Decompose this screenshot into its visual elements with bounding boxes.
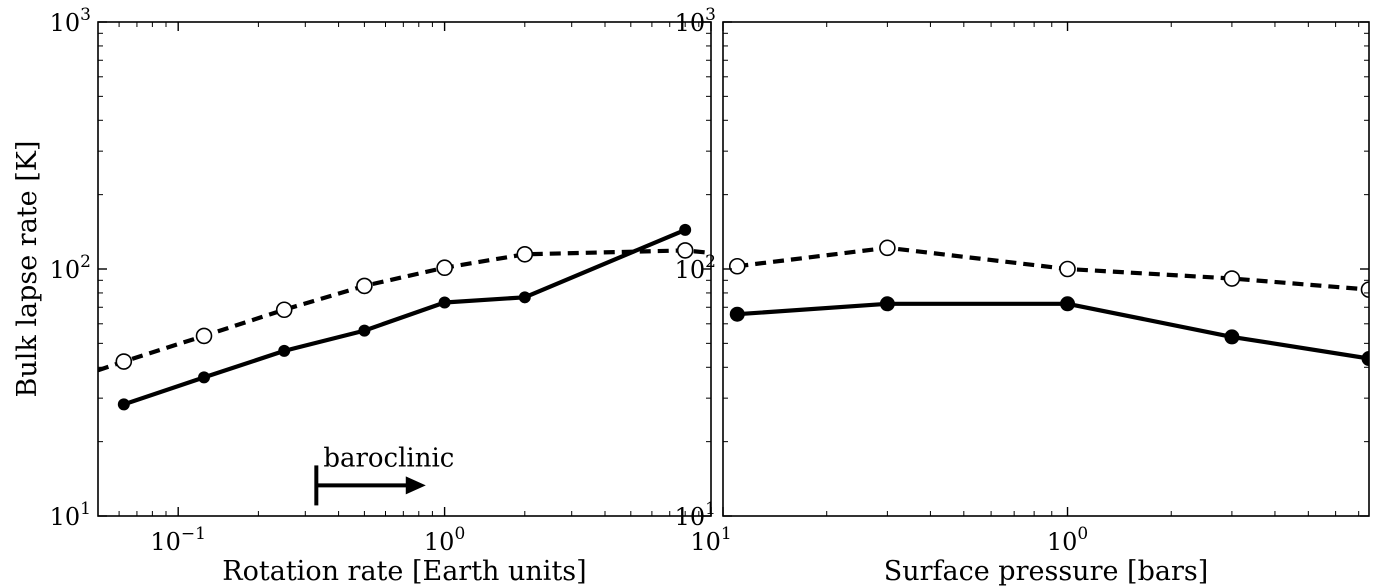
x-tick-label: 100 [1047,524,1088,556]
data-point [879,239,896,257]
data-point [358,324,371,337]
solid-series [729,296,1369,367]
plot-frame [97,21,712,517]
baroclinic-annotation: baroclinic [314,443,454,506]
data-point [438,296,451,309]
x-axis-label: Surface pressure [bars] [884,556,1209,587]
series-line [737,301,1369,361]
data-point [195,327,213,345]
x-tick-label: 10−1 [150,524,206,556]
y-tick-label: 102 [50,252,91,284]
y-tick-label: 103 [50,5,91,37]
arrow-head-icon [405,476,426,495]
data-point [1059,260,1076,278]
x-axis-label: Rotation rate [Earth units] [222,556,586,587]
data-point [729,306,745,322]
data-point [198,371,211,384]
data-point [436,259,453,277]
y-tick-label: 103 [675,5,716,37]
solid-series [117,223,692,411]
data-point [728,257,746,275]
data-point [115,353,133,370]
x-tick-label: 101 [690,524,731,556]
x-tick-label: 100 [424,524,465,556]
series-line [737,245,1369,292]
data-point [516,245,534,263]
dashed-series [98,242,711,373]
y-tick-label: 101 [675,499,716,531]
y-axis-label: Bulk lapse rate [K] [12,141,43,398]
data-point [275,301,293,319]
data-point [1223,270,1241,287]
dashed-series [728,239,1369,298]
data-point [278,344,291,357]
y-tick-label: 102 [675,252,716,284]
annotation-text: baroclinic [323,443,454,473]
data-point [356,277,373,295]
axis-ticks [97,21,712,517]
data-point [1060,296,1076,312]
right-panel: 100 101 102 103 Surface pressure [bars] [675,5,1370,587]
data-point [518,291,531,304]
data-point [679,223,692,236]
series-line [98,248,711,373]
axis-ticks [722,21,1369,517]
y-tick-label: 101 [50,499,91,531]
plot-frame [722,21,1370,517]
data-point [879,296,895,312]
data-point [1361,351,1369,367]
data-point [1224,329,1240,345]
data-point [676,242,694,259]
data-point [117,398,130,411]
